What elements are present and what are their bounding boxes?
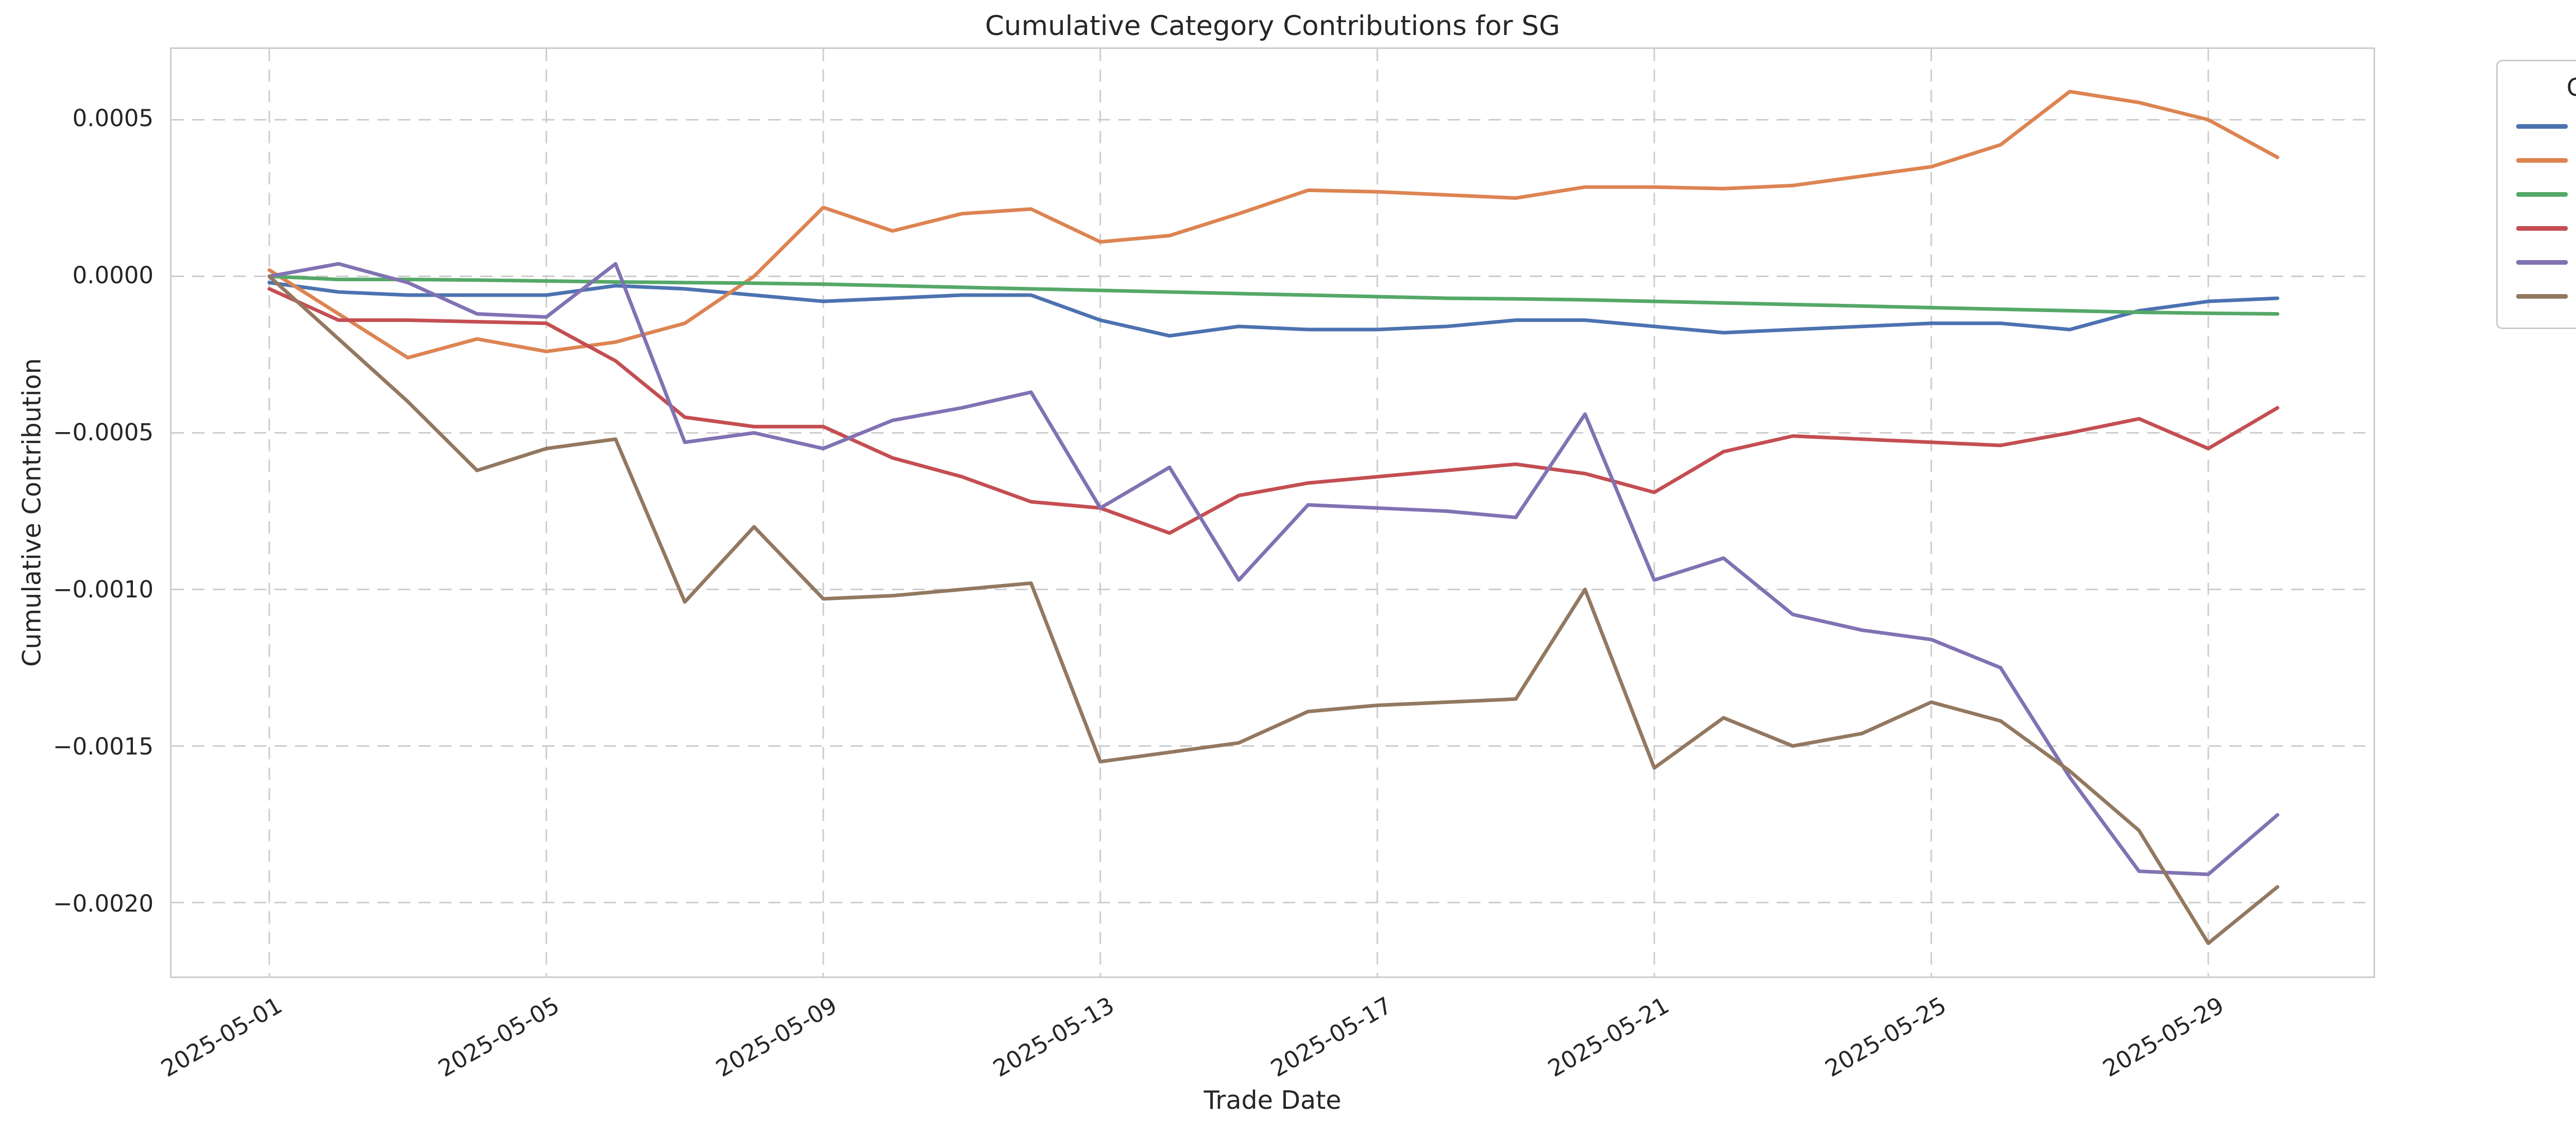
x-tick-label: 2025-05-29 xyxy=(2098,991,2229,1083)
legend: Category alpha_totaltilt_totalcostrisk_e… xyxy=(2496,60,2576,329)
y-tick-label: −0.0005 xyxy=(53,419,154,446)
chart-title: Cumulative Category Contributions for SG xyxy=(985,10,1561,42)
legend-swatch-icon xyxy=(2516,226,2568,231)
y-tick-label: 0.0000 xyxy=(72,262,154,289)
series-line-cost xyxy=(267,275,2280,316)
x-tick-label: 2025-05-25 xyxy=(1820,991,1951,1083)
series-line-tilt_total xyxy=(267,90,2280,360)
x-tick-label: 2025-05-01 xyxy=(156,991,287,1083)
series-line-alpha_total xyxy=(267,281,2280,338)
legend-item-unexplained: unexplained xyxy=(2498,245,2576,279)
legend-swatch-icon xyxy=(2516,124,2568,129)
y-tick-label: −0.0010 xyxy=(53,576,154,603)
gridlines xyxy=(172,49,2374,976)
legend-items: alpha_totaltilt_totalcostrisk_exposureun… xyxy=(2498,109,2576,313)
chart-canvas xyxy=(172,49,2374,976)
y-tick-label: −0.0020 xyxy=(53,890,154,917)
series-line-unexplained xyxy=(267,262,2280,877)
legend-swatch-icon xyxy=(2516,158,2568,163)
legend-item-cost: cost xyxy=(2498,177,2576,211)
legend-item-risk_exposure: risk_exposure xyxy=(2498,211,2576,245)
x-tick-label: 2025-05-21 xyxy=(1543,991,1674,1083)
legend-item-alpha_total: alpha_total xyxy=(2498,109,2576,143)
plot-area xyxy=(170,47,2375,978)
y-tick-label: 0.0005 xyxy=(72,105,154,132)
series-line-Total xyxy=(267,275,2280,946)
legend-swatch-icon xyxy=(2516,192,2568,197)
x-tick-label: 2025-05-13 xyxy=(988,991,1119,1083)
legend-title: Category xyxy=(2566,74,2576,102)
legend-item-Total: Total xyxy=(2498,279,2576,313)
x-tick-label: 2025-05-17 xyxy=(1266,991,1397,1083)
legend-swatch-icon xyxy=(2516,294,2568,299)
y-axis-label: Cumulative Contribution xyxy=(17,358,47,667)
x-tick-label: 2025-05-09 xyxy=(711,991,842,1083)
x-tick-label: 2025-05-05 xyxy=(433,991,564,1083)
legend-item-tilt_total: tilt_total xyxy=(2498,143,2576,177)
legend-swatch-icon xyxy=(2516,260,2568,265)
y-tick-label: −0.0015 xyxy=(53,733,154,760)
series-line-risk_exposure xyxy=(267,287,2280,535)
x-axis-label: Trade Date xyxy=(1204,1086,1342,1115)
